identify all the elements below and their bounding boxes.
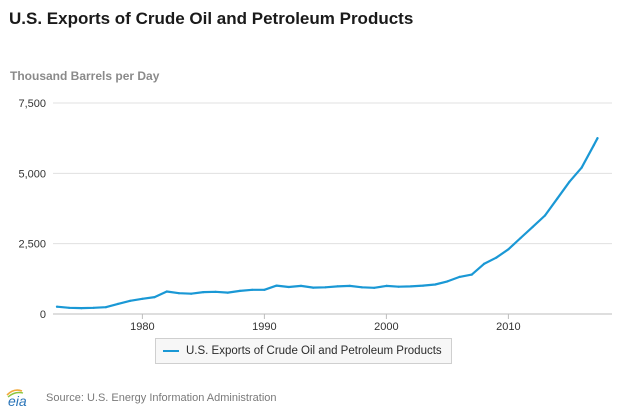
data-point — [360, 286, 364, 289]
data-point — [165, 290, 168, 293]
footer: eia Source: U.S. Energy Information Admi… — [6, 388, 277, 408]
data-point — [104, 306, 107, 309]
data-point — [531, 225, 534, 228]
series-line — [55, 137, 599, 310]
eia-logo-icon: eia — [6, 389, 27, 408]
data-point — [543, 214, 547, 217]
y-tick-label: 7,500 — [18, 98, 46, 110]
data-point — [446, 280, 449, 283]
x-tick-label: 1980 — [130, 321, 154, 333]
data-point — [202, 291, 205, 294]
data-point — [482, 262, 486, 265]
data-point — [397, 285, 400, 288]
y-tick-label: 5,000 — [18, 168, 46, 180]
data-point — [263, 288, 266, 291]
y-axis-unit-label: Thousand Barrels per Day — [10, 69, 160, 83]
data-point — [556, 197, 559, 200]
data-point — [287, 285, 290, 289]
data-point — [141, 297, 144, 300]
chart-title: U.S. Exports of Crude Oil and Petroleum … — [9, 9, 414, 28]
data-point — [580, 166, 583, 169]
data-point — [458, 275, 461, 278]
data-point — [177, 292, 181, 295]
data-point — [80, 307, 83, 310]
data-point — [55, 305, 59, 308]
data-point — [312, 286, 315, 289]
data-point — [495, 256, 498, 259]
data-point — [507, 248, 510, 251]
data-point — [251, 288, 254, 291]
x-tick-label: 1990 — [252, 321, 276, 333]
data-point — [434, 283, 437, 286]
data-point — [596, 137, 599, 140]
data-point — [336, 285, 339, 288]
data-point — [116, 302, 120, 305]
data-point — [275, 284, 278, 287]
x-tick-label: 2010 — [496, 321, 520, 333]
data-point — [519, 236, 522, 240]
x-tick-label: 2000 — [374, 321, 398, 333]
data-point — [348, 284, 351, 287]
data-point — [385, 284, 388, 287]
data-point — [226, 291, 229, 294]
data-point — [190, 292, 193, 295]
data-point — [324, 286, 327, 289]
data-point — [299, 284, 303, 287]
y-tick-label: 0 — [40, 309, 46, 321]
data-point — [421, 284, 425, 287]
legend-label: U.S. Exports of Crude Oil and Petroleum … — [186, 345, 442, 357]
data-point — [592, 144, 595, 147]
data-point — [238, 289, 242, 292]
legend-swatch — [163, 350, 179, 352]
svg-text:eia: eia — [8, 393, 27, 408]
data-point — [68, 306, 71, 309]
data-point — [409, 285, 412, 288]
data-point — [214, 290, 217, 293]
y-tick-label: 2,500 — [18, 239, 46, 251]
data-point — [92, 306, 95, 309]
source-note: Source: U.S. Energy Information Administ… — [46, 392, 277, 404]
data-point — [470, 273, 473, 276]
data-point — [373, 286, 376, 289]
data-point — [153, 296, 156, 299]
legend[interactable]: U.S. Exports of Crude Oil and Petroleum … — [155, 338, 452, 364]
data-point — [129, 299, 132, 302]
data-point — [568, 180, 571, 183]
